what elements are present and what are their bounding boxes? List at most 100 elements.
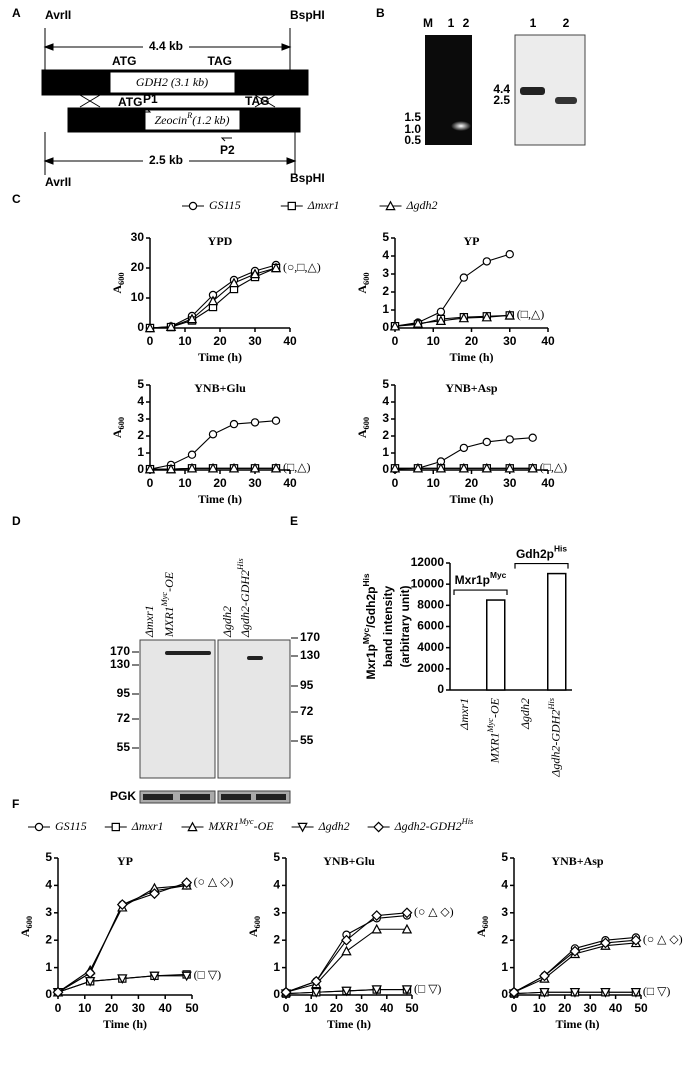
blot-band bbox=[520, 87, 545, 95]
lane-label: 2 bbox=[563, 16, 570, 30]
x-tick-label: 30 bbox=[248, 334, 262, 348]
x-tick-label: 40 bbox=[609, 1001, 623, 1015]
x-tick-label: 40 bbox=[283, 334, 297, 348]
x-tick-label: 30 bbox=[132, 1001, 146, 1015]
ladder-label: 170 bbox=[110, 644, 130, 658]
legend-label: Δgdh2 bbox=[406, 198, 438, 212]
x-tick-label: 40 bbox=[380, 1001, 394, 1015]
marker bbox=[481, 462, 493, 473]
marker bbox=[270, 462, 282, 473]
x-tick-label: 50 bbox=[634, 1001, 648, 1015]
y-axis-label: A600 bbox=[355, 417, 372, 438]
arrow-head bbox=[43, 157, 54, 165]
marker bbox=[371, 923, 382, 934]
codon-label: TAG bbox=[208, 54, 232, 68]
ladder-label: 130 bbox=[110, 657, 130, 671]
lane-label: Δgdh2 bbox=[220, 606, 234, 638]
marker bbox=[569, 945, 581, 957]
primer-label: P1 bbox=[143, 92, 158, 106]
y-tick-label: 5 bbox=[501, 850, 508, 864]
y-tick-label: 1 bbox=[45, 960, 52, 974]
zeocin-box bbox=[144, 109, 241, 131]
marker bbox=[599, 937, 611, 949]
marker bbox=[389, 462, 401, 473]
y-tick-label: 0 bbox=[45, 987, 52, 1001]
marker bbox=[165, 463, 177, 474]
x-tick-label: 10 bbox=[427, 334, 441, 348]
x-axis-label: Time (h) bbox=[327, 1017, 371, 1031]
ladder-label: 72 bbox=[300, 704, 314, 718]
arrow-head bbox=[281, 43, 292, 51]
bar bbox=[486, 599, 506, 691]
y-tick-label: 0 bbox=[501, 987, 508, 1001]
x-tick-label: 30 bbox=[355, 1001, 369, 1015]
y-tick-label: 8000 bbox=[417, 598, 444, 612]
marker bbox=[459, 443, 469, 453]
marker bbox=[481, 311, 493, 322]
y-axis-label: A600 bbox=[110, 417, 127, 438]
marker bbox=[412, 462, 424, 473]
y-tick-label: 5 bbox=[382, 377, 389, 391]
arrow-head bbox=[43, 43, 54, 51]
marker bbox=[341, 945, 352, 956]
marker bbox=[341, 986, 352, 997]
panel-label: D bbox=[12, 514, 21, 528]
chart-title: YNB+Glu bbox=[323, 854, 375, 868]
y-tick-label: 2 bbox=[501, 932, 508, 946]
marker bbox=[482, 437, 491, 447]
blot-band bbox=[165, 651, 211, 655]
y-axis-label: Mxr1pMyc/Gdh2pHis bbox=[361, 573, 378, 679]
superscript: Myc bbox=[486, 718, 495, 734]
legend-label: Δmxr1 bbox=[131, 819, 164, 833]
subscript: 600 bbox=[362, 272, 371, 285]
x-tick-label: Δgdh2-GDH2His bbox=[547, 698, 562, 778]
marker bbox=[149, 971, 160, 982]
x-tick-label: 10 bbox=[178, 334, 192, 348]
western-blot bbox=[139, 639, 216, 779]
lane-label: M bbox=[423, 16, 433, 30]
superscript: Myc bbox=[238, 817, 254, 826]
x-tick-label: 10 bbox=[78, 1001, 92, 1015]
y-tick-label: 12000 bbox=[411, 555, 445, 569]
blot-band bbox=[555, 97, 577, 104]
subscript: 600 bbox=[481, 916, 490, 929]
superscript: Myc bbox=[361, 628, 371, 645]
crossover bbox=[254, 94, 276, 108]
y-axis-label: A600 bbox=[474, 916, 491, 937]
size-marker: 1.5 bbox=[404, 110, 421, 124]
blot-band bbox=[143, 794, 173, 800]
x-tick-label: 0 bbox=[511, 1001, 518, 1015]
crossover bbox=[79, 94, 101, 108]
annotation: (○ △ ◇) bbox=[194, 874, 234, 888]
y-tick-label: 1 bbox=[382, 302, 389, 316]
annotation: (□,△) bbox=[540, 460, 567, 474]
blot-band bbox=[247, 656, 263, 660]
marker bbox=[249, 268, 261, 279]
x-tick-label: 0 bbox=[147, 334, 154, 348]
marker bbox=[186, 462, 198, 473]
chart-title: YNB+Glu bbox=[194, 381, 246, 395]
superscript: His bbox=[554, 544, 567, 554]
x-tick-label: Δgdh2 bbox=[518, 698, 532, 730]
panel-label: B bbox=[376, 6, 385, 20]
group-label: Mxr1pMyc bbox=[455, 570, 507, 587]
y-tick-label: 10 bbox=[131, 290, 145, 304]
blot-band bbox=[256, 794, 286, 800]
y-tick-label: 3 bbox=[137, 411, 144, 425]
chart-title: YPD bbox=[208, 234, 233, 248]
ladder-label: 95 bbox=[300, 678, 314, 692]
marker bbox=[117, 974, 128, 985]
marker bbox=[600, 988, 611, 998]
subscript: 600 bbox=[253, 916, 262, 929]
y-axis-label: A600 bbox=[246, 916, 263, 937]
y-tick-label: 3 bbox=[382, 266, 389, 280]
x-tick-label: MXR1Myc-OE bbox=[486, 697, 501, 764]
superscript: Myc bbox=[160, 592, 169, 608]
marker bbox=[181, 971, 192, 982]
marker bbox=[186, 313, 198, 324]
marker bbox=[458, 312, 470, 323]
y-tick-label: 1 bbox=[382, 445, 389, 459]
annotation: (○ △ ◇) bbox=[643, 932, 683, 946]
x-axis-label: Time (h) bbox=[555, 1017, 599, 1031]
y-tick-label: 5 bbox=[45, 850, 52, 864]
